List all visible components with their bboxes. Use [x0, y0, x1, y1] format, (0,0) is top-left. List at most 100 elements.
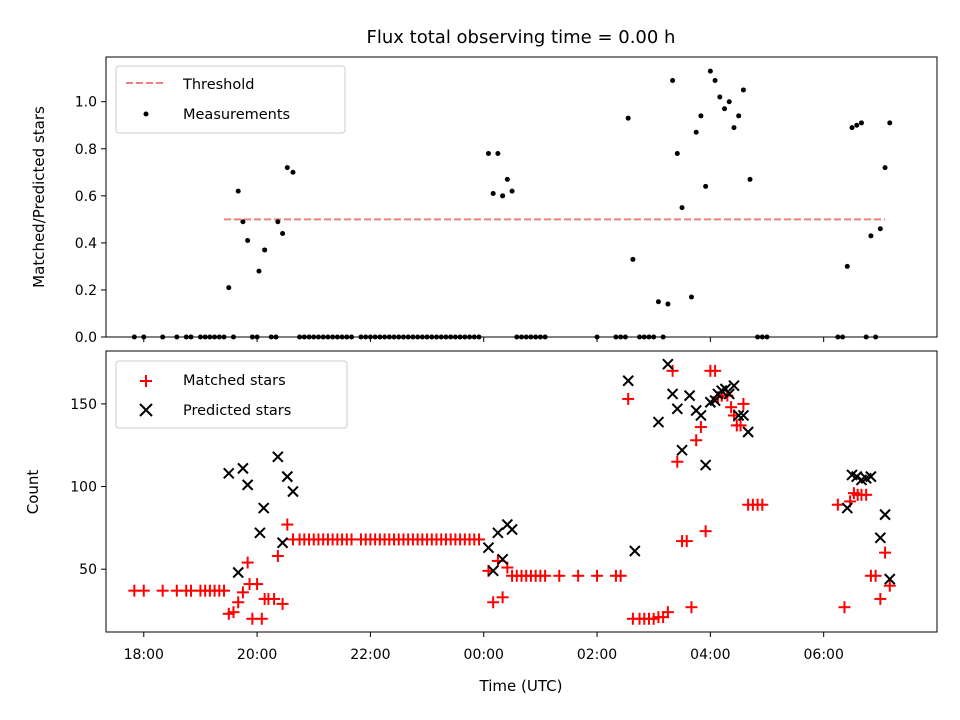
measurement-point [877, 226, 883, 232]
measurement-point [712, 78, 718, 84]
measurement-point [665, 301, 671, 307]
predicted-star-point [487, 565, 499, 577]
matched-star-point [236, 586, 249, 599]
predicted-star-point [699, 459, 712, 471]
measurement-point [674, 150, 680, 156]
measurement-point [858, 120, 864, 126]
matched-star-point [756, 498, 769, 511]
matched-star-point [883, 579, 896, 592]
matched-star-point [680, 535, 693, 548]
predicted-legend-label: Predicted stars [183, 403, 291, 419]
ratio-y-tick-label: 0.2 [75, 283, 97, 299]
count-y-tick-label: 50 [79, 562, 97, 578]
count-plot-area [128, 358, 896, 625]
ratio-x-ticks [143, 337, 825, 342]
count-y-tick-label: 100 [70, 480, 97, 496]
matched-star-point [622, 392, 635, 405]
predicted-star-point [676, 444, 688, 456]
x-tick-label: 20:00 [237, 647, 277, 663]
measurement-point [717, 94, 723, 100]
measurement-point [504, 176, 510, 182]
measurement-point [849, 125, 855, 131]
matched-legend-label: Matched stars [183, 373, 286, 389]
matched-star-point [734, 419, 747, 432]
predicted-star-point [695, 409, 707, 422]
predicted-star-point [879, 508, 891, 521]
measurement-point [693, 129, 699, 135]
matched-star-point [553, 569, 566, 582]
measurement-point [235, 188, 241, 194]
matched-star-point [572, 569, 585, 582]
x-tick-label: 18:00 [124, 647, 164, 663]
chart-title: Flux total observing time = 0.00 h [367, 27, 676, 48]
measurement-point [275, 219, 281, 225]
predicted-star-point [629, 545, 641, 557]
measurement-point [245, 238, 251, 244]
predicted-star-point [237, 462, 249, 475]
x-tick-label: 02:00 [577, 647, 617, 663]
matched-star-point [831, 498, 844, 511]
ratio-y-axis-label: Matched/Predicted stars [30, 106, 48, 288]
count-panel: 50 100 150 18:00 20:00 22:00 00:00 02:00 04:00 0… [24, 350, 938, 695]
matched-star-point [156, 584, 169, 597]
predicted-star-point [276, 537, 289, 549]
ratio-panel: Flux total observing time = 0.00 h 0.00.… [30, 27, 938, 346]
matched-star-point [690, 434, 703, 447]
measurement-point [703, 183, 709, 189]
ratio-y-tick-label: 0.4 [75, 236, 97, 252]
measurement-point [509, 188, 515, 194]
predicted-star-point [865, 470, 877, 483]
ratio-y-tick-label: 1.0 [75, 95, 97, 111]
matched-star-point [725, 401, 738, 414]
x-tick-label: 22:00 [350, 647, 390, 663]
count-axes-frame [105, 350, 938, 633]
measurement-point [290, 169, 296, 175]
predicted-star-point [683, 389, 696, 402]
measurement-point [256, 268, 262, 274]
measurement-point [736, 113, 742, 119]
measurement-point [844, 263, 850, 269]
predicted-star-point [254, 527, 266, 539]
measurement-point [284, 165, 290, 171]
matched-star-point [666, 364, 679, 377]
measurement-point [226, 285, 232, 291]
predicted-star-point [884, 573, 896, 585]
predicted-star-point [241, 479, 254, 491]
count-y-axis-label: Count [24, 470, 42, 515]
threshold-legend-label: Threshold [182, 77, 254, 93]
predicted-star-point [496, 553, 509, 565]
matched-star-point [473, 533, 486, 546]
measurement-point [655, 299, 661, 305]
predicted-star-point [492, 527, 504, 539]
matched-star-point [218, 584, 231, 597]
matched-star-point [268, 592, 281, 605]
matched-star-point [137, 584, 150, 597]
predicted-legend-swatch [139, 403, 153, 417]
matched-star-point [281, 518, 294, 531]
measurement-point [262, 247, 268, 253]
matched-star-point [496, 591, 509, 604]
measurement-point [854, 122, 860, 128]
measurement-point [500, 193, 506, 199]
matched-star-point [232, 596, 245, 609]
measurement-point [747, 176, 753, 182]
matched-star-point [874, 592, 887, 605]
matched-star-point [694, 421, 707, 434]
matched-star-point [685, 601, 698, 614]
matched-star-point [227, 606, 240, 619]
measurement-point [485, 150, 491, 156]
matched-star-point [276, 597, 289, 610]
measurement-point [630, 256, 636, 262]
count-x-axis: 18:00 20:00 22:00 00:00 02:00 04:00 06:00 [124, 632, 844, 663]
ratio-y-tick-label: 0.8 [75, 142, 97, 158]
measurement-point [740, 87, 746, 93]
predicted-star-point [874, 532, 887, 544]
predicted-star-point [272, 451, 284, 463]
matched-legend-swatch [140, 375, 152, 387]
ratio-y-axis: 0.0 0.2 0.4 0.6 0.8 1.0 [75, 95, 106, 346]
predicted-star-point [622, 375, 634, 387]
measurement-point [495, 150, 501, 156]
measurement-point [688, 294, 694, 300]
predicted-star-point [281, 470, 294, 483]
